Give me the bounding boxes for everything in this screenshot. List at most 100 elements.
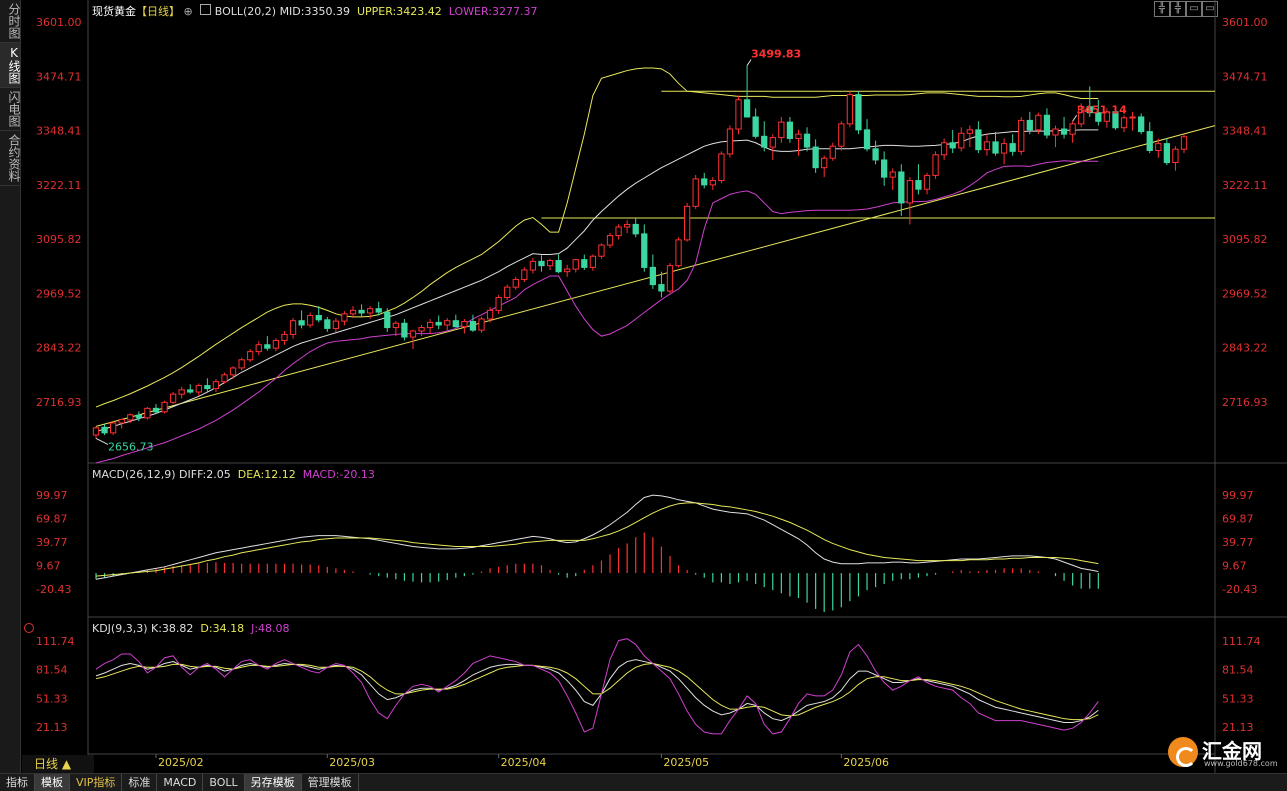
candle-body xyxy=(803,133,811,148)
indicator-switch-icon[interactable] xyxy=(200,4,212,15)
minimize-button[interactable]: ▭ xyxy=(1186,1,1202,17)
candle-body xyxy=(529,260,537,271)
tab-flash[interactable]: 闪电图 xyxy=(0,88,21,131)
candle xyxy=(855,91,862,135)
candle-body xyxy=(418,327,425,332)
candle-body xyxy=(641,233,648,268)
candle-body xyxy=(247,351,254,361)
macd-diff: DIFF:2.05 xyxy=(179,468,231,481)
kdj-name: KDJ(9,3,3) xyxy=(92,622,148,635)
boll-bands xyxy=(95,67,1099,464)
candle xyxy=(486,306,494,323)
gold678-logo: 汇金网 www.gold678.com xyxy=(1168,735,1284,771)
candle-body xyxy=(940,142,948,156)
candle xyxy=(966,125,973,148)
candle-body xyxy=(384,311,391,329)
candle xyxy=(332,318,340,332)
candle-body xyxy=(546,260,554,267)
candle-body xyxy=(838,123,845,147)
tab-manage-template[interactable]: 管理模板 xyxy=(302,774,359,791)
kdj-header: KDJ(9,3,3) K:38.82 D:34.18 J:48.08 xyxy=(92,622,290,635)
chart-canvas[interactable]: 3601.00 3601.00 3474.71 3474.71 3348.41 3348.… xyxy=(0,0,1287,773)
candle-body xyxy=(486,309,494,320)
restore-button[interactable]: ▭ xyxy=(1202,1,1218,17)
crosshair-button[interactable]: ╬ xyxy=(1154,1,1170,17)
candle xyxy=(444,318,451,332)
candle-body xyxy=(435,321,442,326)
boll-upper: UPPER:3423.42 xyxy=(356,5,442,18)
macd-tick-label-right: -20.43 xyxy=(1222,583,1257,596)
tab-indicator[interactable]: 指标 xyxy=(0,774,35,791)
boll-lower: LOWER:3277.37 xyxy=(448,5,538,18)
candle xyxy=(161,400,168,414)
tab-template[interactable]: 模板 xyxy=(35,774,70,791)
candle xyxy=(666,263,674,294)
price-tick-label-left: 3474.71 xyxy=(36,70,82,83)
kdj-j-line xyxy=(95,638,1099,735)
candle xyxy=(229,366,237,380)
candle-body xyxy=(332,320,340,329)
boll-upper-line xyxy=(95,67,1099,408)
candle-body xyxy=(1103,111,1111,122)
candle xyxy=(1120,115,1128,133)
candle xyxy=(1000,138,1008,165)
annotation-leader xyxy=(746,59,752,66)
candle xyxy=(324,316,331,332)
candle xyxy=(589,254,597,271)
candle-body xyxy=(786,121,794,139)
tab-boll[interactable]: BOLL xyxy=(203,774,245,791)
period-button[interactable]: 日线 ▲ xyxy=(22,755,94,773)
tab-save-template[interactable]: 另存模板 xyxy=(244,774,302,791)
candle xyxy=(975,121,982,154)
candle-body xyxy=(187,389,194,393)
candle-body xyxy=(906,180,913,204)
candle xyxy=(1069,121,1076,143)
kdj-tick-label-left: 81.54 xyxy=(36,664,68,677)
candle xyxy=(392,321,399,337)
candle-body xyxy=(932,154,939,176)
candle-body xyxy=(324,319,331,329)
tab-kline[interactable]: K线图 xyxy=(0,43,21,88)
macd-name: MACD(26,12,9) xyxy=(92,468,176,481)
candle xyxy=(906,177,913,225)
price-axis: 3601.00 3601.00 3474.71 3474.71 3348.41 3348.… xyxy=(36,16,1268,409)
candle-body xyxy=(307,315,314,326)
price-tick-label-left: 2716.93 xyxy=(36,396,82,409)
candle xyxy=(564,264,571,277)
macd-tick-label-right: 69.87 xyxy=(1222,513,1254,526)
tab-contract-info[interactable]: 合约资料 xyxy=(0,131,21,186)
candle xyxy=(195,383,202,396)
candle-body xyxy=(289,320,297,335)
kdj-settings-icon[interactable] xyxy=(24,623,34,633)
candle xyxy=(546,258,554,270)
candle xyxy=(632,217,639,238)
candle xyxy=(135,411,142,422)
candle-body xyxy=(683,205,691,241)
price-tick-label-right: 3222.11 xyxy=(1222,179,1268,192)
candle-body xyxy=(632,223,639,235)
macd-tick-label-left: 99.97 xyxy=(36,489,68,502)
bottom-toolbar: 指标 模板 VIP指标 标准 MACD BOLL 另存模板 管理模板 xyxy=(0,773,1287,791)
macd-tick-label-left: 69.87 xyxy=(36,513,68,526)
macd-dea-line xyxy=(95,502,1099,577)
candle xyxy=(401,318,408,341)
tab-timeshare[interactable]: 分时图 xyxy=(0,0,21,43)
candle xyxy=(718,151,725,184)
zoom-button[interactable]: ╬ xyxy=(1170,1,1186,17)
candle xyxy=(1060,116,1068,139)
candle xyxy=(1146,122,1153,154)
boll-mid-line xyxy=(95,129,1099,433)
annotation-leader xyxy=(95,437,109,445)
candle xyxy=(992,132,999,156)
tab-standard[interactable]: 标准 xyxy=(122,774,158,791)
candle-body xyxy=(821,157,828,169)
tab-macd[interactable]: MACD xyxy=(157,774,204,791)
candle-body xyxy=(923,174,931,190)
settings-icon[interactable]: ⊕ xyxy=(183,5,193,18)
price-tick-label-right: 2969.52 xyxy=(1222,287,1268,300)
date-axis: 2025/02 2025/03 2025/04 2025/05 2025/06 xyxy=(155,754,889,769)
tab-vip-indicator[interactable]: VIP指标 xyxy=(70,774,123,791)
price-tick-label-right: 3601.00 xyxy=(1222,16,1268,29)
candle xyxy=(923,172,931,195)
candle xyxy=(521,267,528,283)
